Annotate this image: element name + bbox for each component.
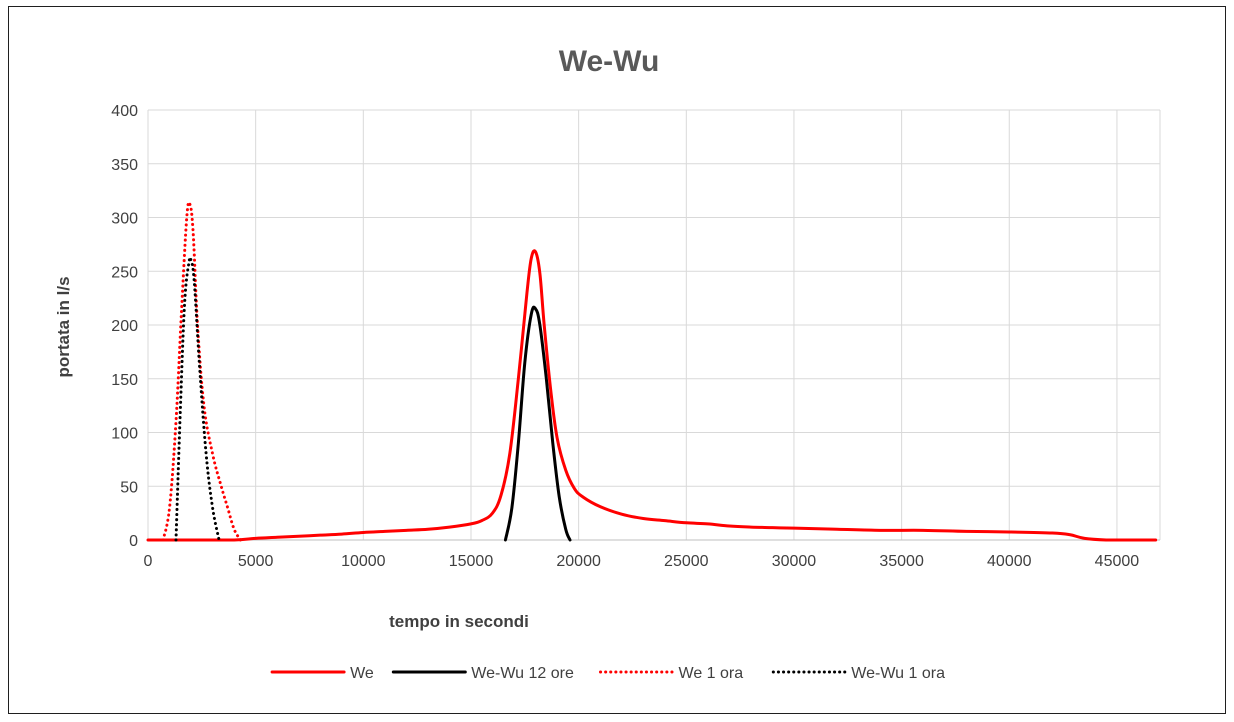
- x-tick-label: 40000: [987, 553, 1032, 570]
- y-tick-label: 150: [111, 372, 138, 389]
- legend-label: We-Wu 1 ora: [851, 665, 945, 682]
- y-tick-label: 300: [111, 211, 138, 228]
- y-tick-label: 0: [129, 533, 138, 550]
- x-tick-label: 25000: [664, 553, 709, 570]
- legend-label: We 1 ora: [679, 665, 744, 682]
- y-tick-label: 200: [111, 318, 138, 335]
- y-axis-title: portata in l/s: [54, 276, 73, 377]
- y-tick-label: 400: [111, 103, 138, 120]
- y-tick-label: 250: [111, 264, 138, 281]
- x-tick-label: 20000: [556, 553, 601, 570]
- series-line-we-wu-12-ore: [503, 305, 572, 542]
- legend-label: We: [350, 665, 374, 682]
- x-axis-title: tempo in secondi: [389, 612, 529, 631]
- chart-svg: 0 50 100 150 200 250 300 350 400 0 5000 10000 15000 2…: [54, 45, 1161, 682]
- tick-layer: 0 50 100 150 200 250 300 350 400 0 5000 10000 15000 2…: [111, 103, 1139, 570]
- x-tick-label: 35000: [879, 553, 924, 570]
- chart-frame: 0 50 100 150 200 250 300 350 400 0 5000 10000 15000 2…: [8, 6, 1226, 714]
- y-tick-label: 100: [111, 426, 138, 443]
- series-layer: [146, 200, 1158, 542]
- grid-layer: [147, 109, 1161, 541]
- series-line-we: [146, 249, 1158, 542]
- legend-label: We-Wu 12 ore: [471, 665, 574, 682]
- chart-title: We-Wu: [559, 45, 660, 78]
- x-tick-label: 45000: [1095, 553, 1140, 570]
- series-line-we-1-ora: [161, 200, 243, 542]
- x-tick-label: 0: [144, 553, 153, 570]
- legend: We We-Wu 12 ore We 1 ora We-Wu 1 ora: [270, 665, 945, 682]
- x-tick-label: 15000: [449, 553, 494, 570]
- x-tick-label: 5000: [238, 553, 274, 570]
- series-line-we-wu-1-ora: [174, 255, 221, 542]
- y-tick-label: 350: [111, 157, 138, 174]
- x-tick-label: 10000: [341, 553, 386, 570]
- x-tick-label: 30000: [772, 553, 817, 570]
- y-tick-label: 50: [120, 479, 138, 496]
